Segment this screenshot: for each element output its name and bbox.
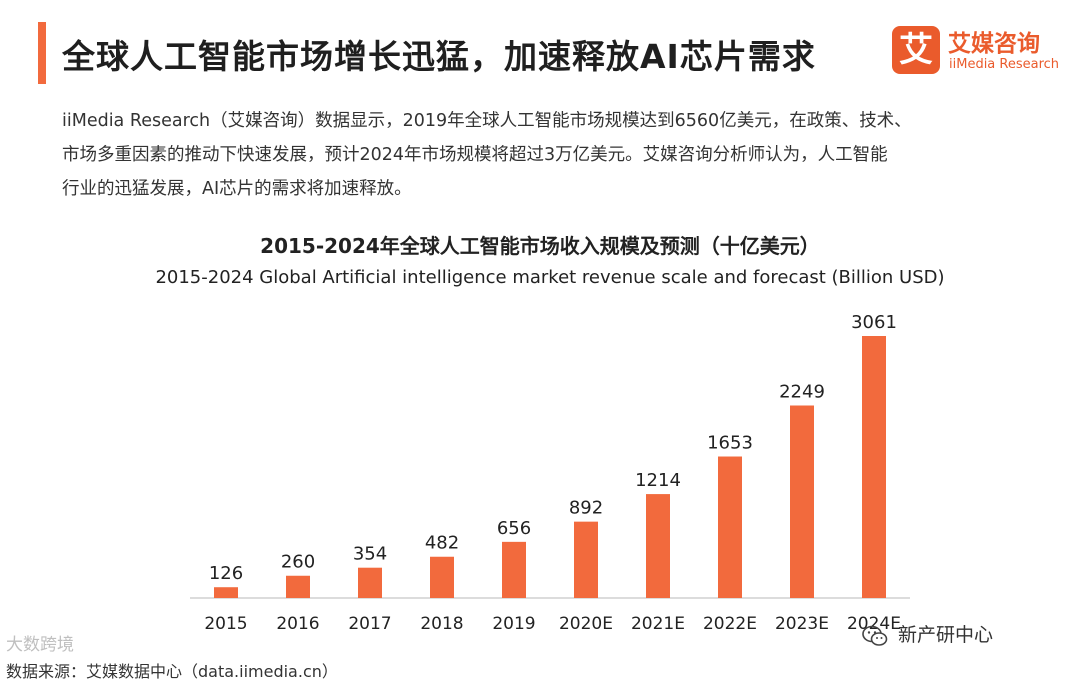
data-label: 2249 — [779, 382, 825, 403]
bar-2024E — [862, 336, 886, 598]
x-tick-label: 2020E — [559, 614, 613, 634]
data-label: 656 — [497, 518, 531, 539]
x-tick-label: 2015 — [204, 614, 247, 634]
x-tick-label: 2024E — [847, 614, 901, 634]
bar-2016 — [286, 575, 310, 598]
wechat-icon — [862, 625, 888, 646]
x-tick-label: 2021E — [631, 614, 685, 634]
bar-2019 — [502, 541, 526, 598]
brand-logo: 艾 艾媒咨询 iiMedia Research — [888, 22, 1068, 80]
intro-paragraph: iiMedia Research（艾媒咨询）数据显示，2019年全球人工智能市场… — [62, 104, 1052, 206]
bar-2015 — [214, 587, 238, 598]
logo-mark: 艾 — [892, 26, 940, 74]
watermark-right-text: 新产研中心 — [898, 624, 994, 646]
x-tick-label: 2022E — [703, 614, 757, 634]
data-source: 数据来源：艾媒数据中心（data.iimedia.cn） — [6, 662, 338, 680]
watermark-right: 新产研中心 — [862, 620, 993, 647]
bar-2020E — [574, 521, 598, 598]
logo-name-cn: 艾媒咨询 — [948, 31, 1040, 57]
intro-line: 市场多重因素的推动下快速发展，预计2024年市场规模将超过3万亿美元。艾媒咨询分… — [62, 145, 888, 165]
bar-2023E — [790, 405, 814, 598]
bar-2022E — [718, 456, 742, 598]
data-label: 260 — [281, 552, 315, 573]
x-tick-label: 2018 — [420, 614, 463, 634]
data-label: 3061 — [851, 312, 897, 333]
data-label: 126 — [209, 563, 243, 584]
x-tick-label: 2023E — [775, 614, 829, 634]
chart-subtitle: 2015-2024 Global Artificial intelligence… — [155, 267, 945, 288]
logo-name-en: iiMedia Research — [949, 57, 1060, 72]
watermark-left: 大数跨境 — [6, 635, 74, 655]
title-accent-bar — [38, 22, 46, 84]
data-label: 354 — [353, 544, 387, 565]
x-tick-label: 2019 — [492, 614, 535, 634]
x-tick-label: 2016 — [276, 614, 319, 634]
x-tick-label: 2017 — [348, 614, 391, 634]
chart-title: 2015-2024年全球人工智能市场收入规模及预测（十亿美元） — [260, 234, 820, 258]
intro-line: 行业的迅猛发展，AI芯片的需求将加速释放。 — [62, 179, 412, 199]
bar-2021E — [646, 494, 670, 598]
data-label: 1214 — [635, 470, 681, 491]
bar-2018 — [430, 556, 454, 598]
data-label: 1653 — [707, 433, 753, 454]
data-label: 482 — [425, 533, 459, 554]
data-label: 892 — [569, 498, 603, 519]
page-title: 全球人工智能市场增长迅猛，加速释放AI芯片需求 — [62, 37, 816, 76]
bar-2017 — [358, 567, 382, 598]
intro-line: iiMedia Research（艾媒咨询）数据显示，2019年全球人工智能市场… — [62, 111, 912, 131]
